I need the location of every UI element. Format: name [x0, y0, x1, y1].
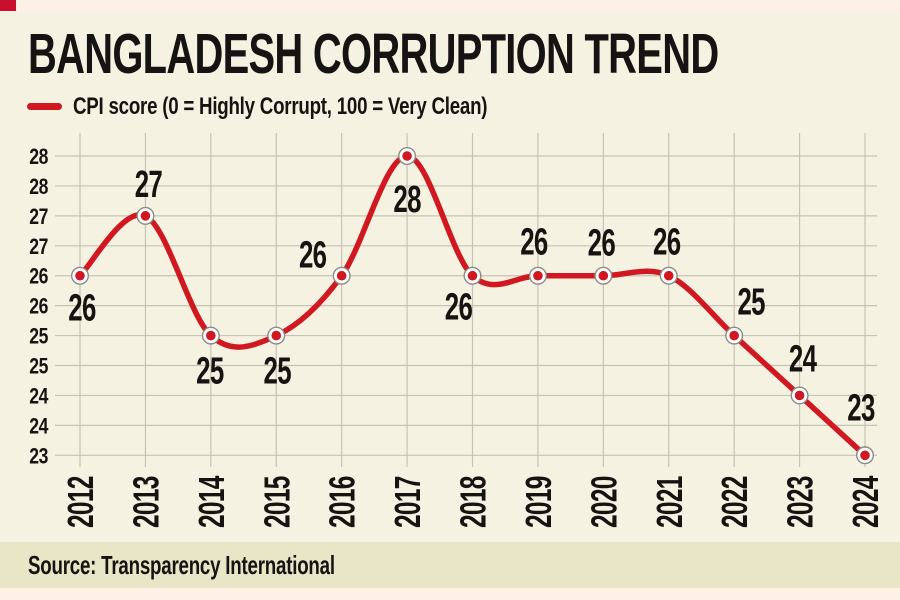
value-label: 25	[264, 350, 292, 392]
y-tick-label: 28	[29, 175, 48, 199]
value-label: 26	[299, 234, 326, 276]
value-label: 26	[68, 287, 95, 329]
y-tick-label: 27	[29, 205, 48, 229]
x-tick-label: 2019	[518, 476, 559, 528]
source-text: Source: Transparency International	[28, 549, 335, 580]
x-tick-label: 2021	[649, 476, 690, 528]
x-tick-label: 2024	[845, 476, 886, 528]
value-label: 26	[653, 221, 680, 263]
data-point-marker	[528, 266, 547, 285]
source-band: Source: Transparency International	[0, 542, 900, 588]
data-point-marker	[463, 266, 482, 285]
x-tick-label: 2014	[191, 476, 232, 528]
y-tick-label: 25	[29, 355, 48, 379]
y-axis-labels: 28 28 27 27 26 26 25 25 24 24 23	[29, 145, 48, 469]
data-point-marker	[790, 386, 809, 405]
value-label: 25	[196, 350, 224, 392]
value-label: 27	[135, 163, 162, 205]
data-point-marker	[267, 326, 286, 345]
x-tick-label: 2012	[60, 476, 101, 528]
value-label: 26	[588, 222, 615, 264]
data-point-marker	[398, 147, 417, 166]
x-tick-label: 2023	[780, 476, 821, 528]
y-tick-label: 27	[29, 235, 48, 259]
cpi-line-chart: 28 28 27 27 26 26 25 25 24 24 23 2012 2013 2014 2015 2…	[0, 128, 900, 538]
legend-line-swatch	[27, 103, 62, 110]
corner-brand-mark	[0, 0, 16, 11]
y-tick-label: 26	[29, 295, 48, 319]
bottom-strip	[0, 588, 900, 600]
value-label: 26	[520, 221, 547, 263]
x-axis-labels: 2012 2013 2014 2015 2016 2017 2018 2019 2020 2021…	[60, 476, 886, 528]
y-tick-label: 24	[29, 385, 48, 409]
value-labels: 26 27 25 25 26 28 26 26 26 26 25 24 23	[68, 163, 875, 429]
data-point-marker	[659, 266, 678, 285]
data-point-marker	[201, 326, 220, 345]
x-tick-label: 2018	[453, 476, 494, 528]
data-points	[70, 147, 875, 465]
data-point-marker	[332, 266, 351, 285]
legend: CPI score (0 = Highly Corrupt, 100 = Ver…	[27, 93, 604, 120]
data-point-marker	[594, 266, 613, 285]
y-tick-label: 28	[29, 145, 48, 169]
grid-vertical	[79, 133, 866, 467]
data-point-marker	[856, 446, 875, 465]
y-tick-label: 24	[29, 415, 48, 439]
x-tick-label: 2017	[387, 476, 428, 528]
data-point-marker	[136, 206, 155, 225]
value-label: 26	[445, 286, 472, 328]
data-point-marker	[70, 266, 89, 285]
chart-title: BANGLADESH CORRUPTION TREND	[28, 22, 719, 86]
top-strip	[0, 0, 900, 12]
x-tick-label: 2020	[584, 476, 625, 528]
x-tick-label: 2013	[126, 476, 167, 528]
y-tick-label: 25	[29, 325, 48, 349]
value-label: 28	[393, 178, 421, 220]
value-label: 24	[789, 338, 817, 380]
x-tick-label: 2022	[714, 476, 755, 528]
legend-label: CPI score (0 = Highly Corrupt, 100 = Ver…	[73, 92, 488, 120]
y-tick-label: 26	[29, 265, 48, 289]
x-tick-label: 2016	[322, 476, 363, 528]
value-label: 23	[847, 386, 874, 428]
value-label: 25	[737, 281, 765, 323]
data-point-marker	[725, 326, 744, 345]
y-tick-label: 23	[29, 445, 48, 469]
x-tick-label: 2015	[257, 476, 298, 528]
